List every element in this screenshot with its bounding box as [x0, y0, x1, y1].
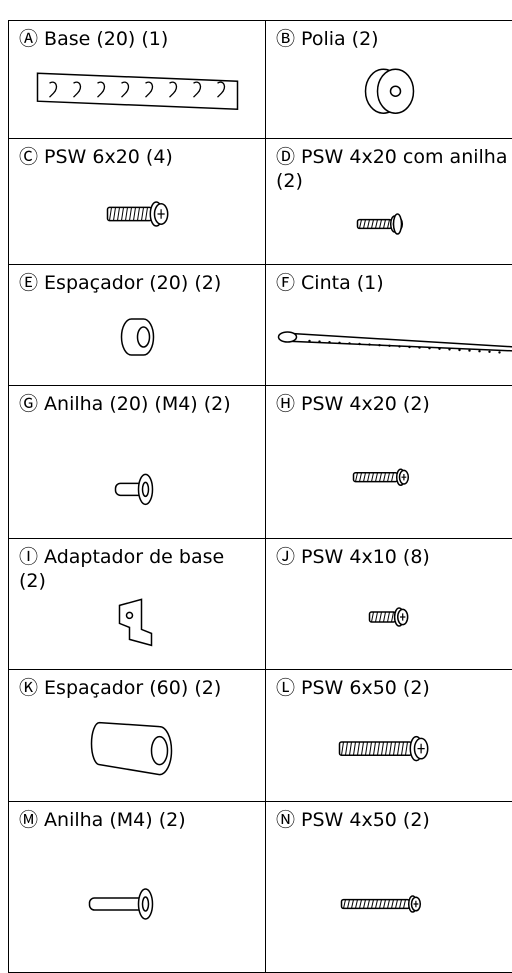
icon-part	[342, 896, 421, 912]
table-row: Ⓒ PSW 6x20 (4) Ⓓ PSW 4x20 com anilha (2)	[8, 139, 512, 265]
table-cell: Ⓛ PSW 6x50 (2)	[265, 670, 512, 801]
icon-part	[498, 351, 500, 353]
part-label: Ⓒ PSW 6x20 (4)	[19, 145, 254, 169]
icon-part	[394, 214, 402, 234]
table-cell: Ⓗ PSW 4x20 (2)	[265, 386, 512, 538]
icon-part	[378, 344, 380, 346]
icon-part	[478, 350, 480, 352]
icon-part	[143, 897, 149, 911]
part-label: Ⓛ PSW 6x50 (2)	[276, 676, 511, 700]
table-cell: Ⓒ PSW 6x20 (4)	[8, 139, 265, 264]
icon-part	[366, 69, 414, 113]
icon-part	[418, 346, 420, 348]
icon-part	[127, 612, 133, 618]
icon-part	[38, 73, 238, 109]
table-cell: Ⓖ Anilha (20) (M4) (2)	[8, 386, 265, 538]
icon-part	[358, 220, 392, 229]
part-label: Ⓕ Cinta (1)	[276, 271, 511, 295]
table-cell: Ⓝ PSW 4x50 (2)	[265, 802, 512, 972]
icon-part	[408, 346, 410, 348]
table-row: Ⓔ Espaçador (20) (2) Ⓕ Cinta (1)	[8, 265, 512, 386]
table-cell: Ⓕ Cinta (1)	[265, 265, 512, 385]
icon-part	[488, 351, 490, 353]
table-cell: Ⓔ Espaçador (20) (2)	[8, 265, 265, 385]
icon-part	[138, 327, 150, 347]
table-row: Ⓖ Anilha (20) (M4) (2) Ⓗ PSW 4x20 (2)	[8, 386, 512, 539]
table-cell: Ⓑ Polia (2)	[265, 21, 512, 138]
icon-part	[358, 343, 360, 345]
icon-part	[90, 889, 153, 919]
icon-part	[340, 737, 428, 761]
table-row: Ⓚ Espaçador (60) (2) Ⓛ PSW 6x50 (2)	[8, 670, 512, 802]
icon-part	[38, 73, 238, 109]
icon-part	[152, 737, 168, 765]
icon-part	[368, 343, 370, 345]
part-label: Ⓝ PSW 4x50 (2)	[276, 808, 511, 832]
part-label: Ⓜ Anilha (M4) (2)	[19, 808, 254, 832]
icon-part	[122, 319, 154, 355]
parts-table: Ⓐ Base (20) (1) Ⓑ Polia (2) Ⓒ PSW 6x20 (4)…	[8, 20, 512, 973]
icon-part	[108, 202, 168, 226]
icon-part	[354, 469, 409, 485]
icon-part	[328, 341, 330, 343]
table-cell: Ⓓ PSW 4x20 com anilha (2)	[265, 139, 512, 264]
table-cell: Ⓘ Adaptador de base (2)	[8, 539, 265, 669]
table-row: Ⓜ Anilha (M4) (2) Ⓝ PSW 4x50 (2)	[8, 802, 512, 973]
icon-part	[143, 482, 149, 496]
icon-part	[318, 340, 320, 342]
icon-part	[308, 340, 310, 342]
icon-part	[120, 599, 152, 645]
icon-part	[388, 345, 390, 347]
icon-part	[284, 333, 512, 351]
icon-part	[391, 86, 401, 96]
table-row: Ⓘ Adaptador de base (2) Ⓙ PSW 4x10 (8)	[8, 539, 512, 670]
table-cell: Ⓙ PSW 4x10 (8)	[265, 539, 512, 669]
icon-part	[92, 723, 172, 775]
icon-part	[348, 342, 350, 344]
icon-part	[428, 347, 430, 349]
part-label: Ⓓ PSW 4x20 com anilha (2)	[276, 145, 511, 193]
table-cell: Ⓚ Espaçador (60) (2)	[8, 670, 265, 801]
icon-part	[279, 332, 512, 354]
icon-part	[468, 349, 470, 351]
table-row: Ⓐ Base (20) (1) Ⓑ Polia (2)	[8, 21, 512, 139]
part-label: Ⓐ Base (20) (1)	[19, 27, 254, 51]
icon-part	[279, 332, 297, 342]
icon-part	[448, 348, 450, 350]
icon-part	[120, 599, 152, 645]
part-label: Ⓘ Adaptador de base (2)	[19, 545, 254, 593]
icon-part	[398, 345, 400, 347]
icon-part	[438, 348, 440, 350]
icon-part	[458, 349, 460, 351]
icon-part	[358, 214, 403, 234]
part-label: Ⓗ PSW 4x20 (2)	[276, 392, 511, 416]
table-cell: Ⓐ Base (20) (1)	[8, 21, 265, 138]
part-label: Ⓖ Anilha (20) (M4) (2)	[19, 392, 254, 416]
icon-part	[338, 342, 340, 344]
table-cell: Ⓜ Anilha (M4) (2)	[8, 802, 265, 972]
part-label: Ⓚ Espaçador (60) (2)	[19, 676, 254, 700]
part-label: Ⓔ Espaçador (20) (2)	[19, 271, 254, 295]
part-label: Ⓑ Polia (2)	[276, 27, 511, 51]
icon-part	[90, 898, 146, 910]
part-label: Ⓙ PSW 4x10 (8)	[276, 545, 511, 569]
icon-part	[370, 608, 408, 626]
icon-part	[116, 474, 153, 504]
